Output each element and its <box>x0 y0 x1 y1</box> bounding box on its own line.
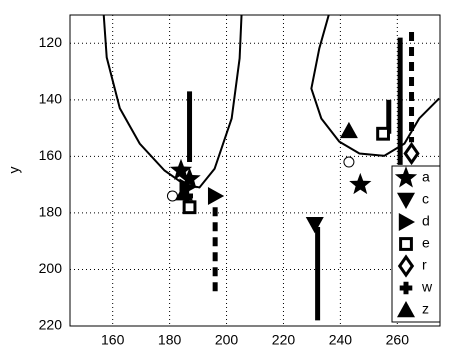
legend-marker <box>399 237 413 251</box>
y-tick-label: 120 <box>39 34 63 50</box>
legend-marker <box>397 192 415 209</box>
legend-marker <box>394 166 418 188</box>
marker <box>403 141 420 166</box>
x-tick-label: 200 <box>215 332 239 348</box>
y-tick-label: 180 <box>39 204 63 220</box>
legend-marker <box>397 301 415 318</box>
x-tick-label: 260 <box>386 332 410 348</box>
y-tick-label: 220 <box>39 317 63 333</box>
x-tick-label: 220 <box>272 332 296 348</box>
marker <box>207 186 225 205</box>
legend-label: w <box>421 279 433 295</box>
legend-label: c <box>422 191 429 207</box>
curve <box>310 15 440 157</box>
x-tick-label: 160 <box>101 332 125 348</box>
y-tick-label: 140 <box>39 91 63 107</box>
marker <box>339 121 358 139</box>
legend-label: e <box>422 235 430 251</box>
y-axis-label: y <box>6 167 22 174</box>
legend-marker <box>397 254 415 278</box>
legend-label: z <box>422 301 429 317</box>
legend-label: a <box>422 169 430 185</box>
y-tick-label: 160 <box>39 147 63 163</box>
marker <box>343 156 355 168</box>
x-tick-label: 180 <box>158 332 182 348</box>
x-tick-label: 240 <box>329 332 353 348</box>
plot-area <box>102 15 440 321</box>
marker <box>305 217 324 234</box>
y-tick-label: 200 <box>39 260 63 276</box>
marker <box>178 167 201 189</box>
legend-marker <box>398 213 415 231</box>
legend-label: d <box>422 213 430 229</box>
marker <box>169 158 193 180</box>
marker <box>376 126 390 141</box>
marker <box>349 172 372 195</box>
marker <box>174 184 193 201</box>
legend-label: r <box>422 257 427 273</box>
legend-marker <box>399 281 413 295</box>
marker <box>182 200 197 215</box>
